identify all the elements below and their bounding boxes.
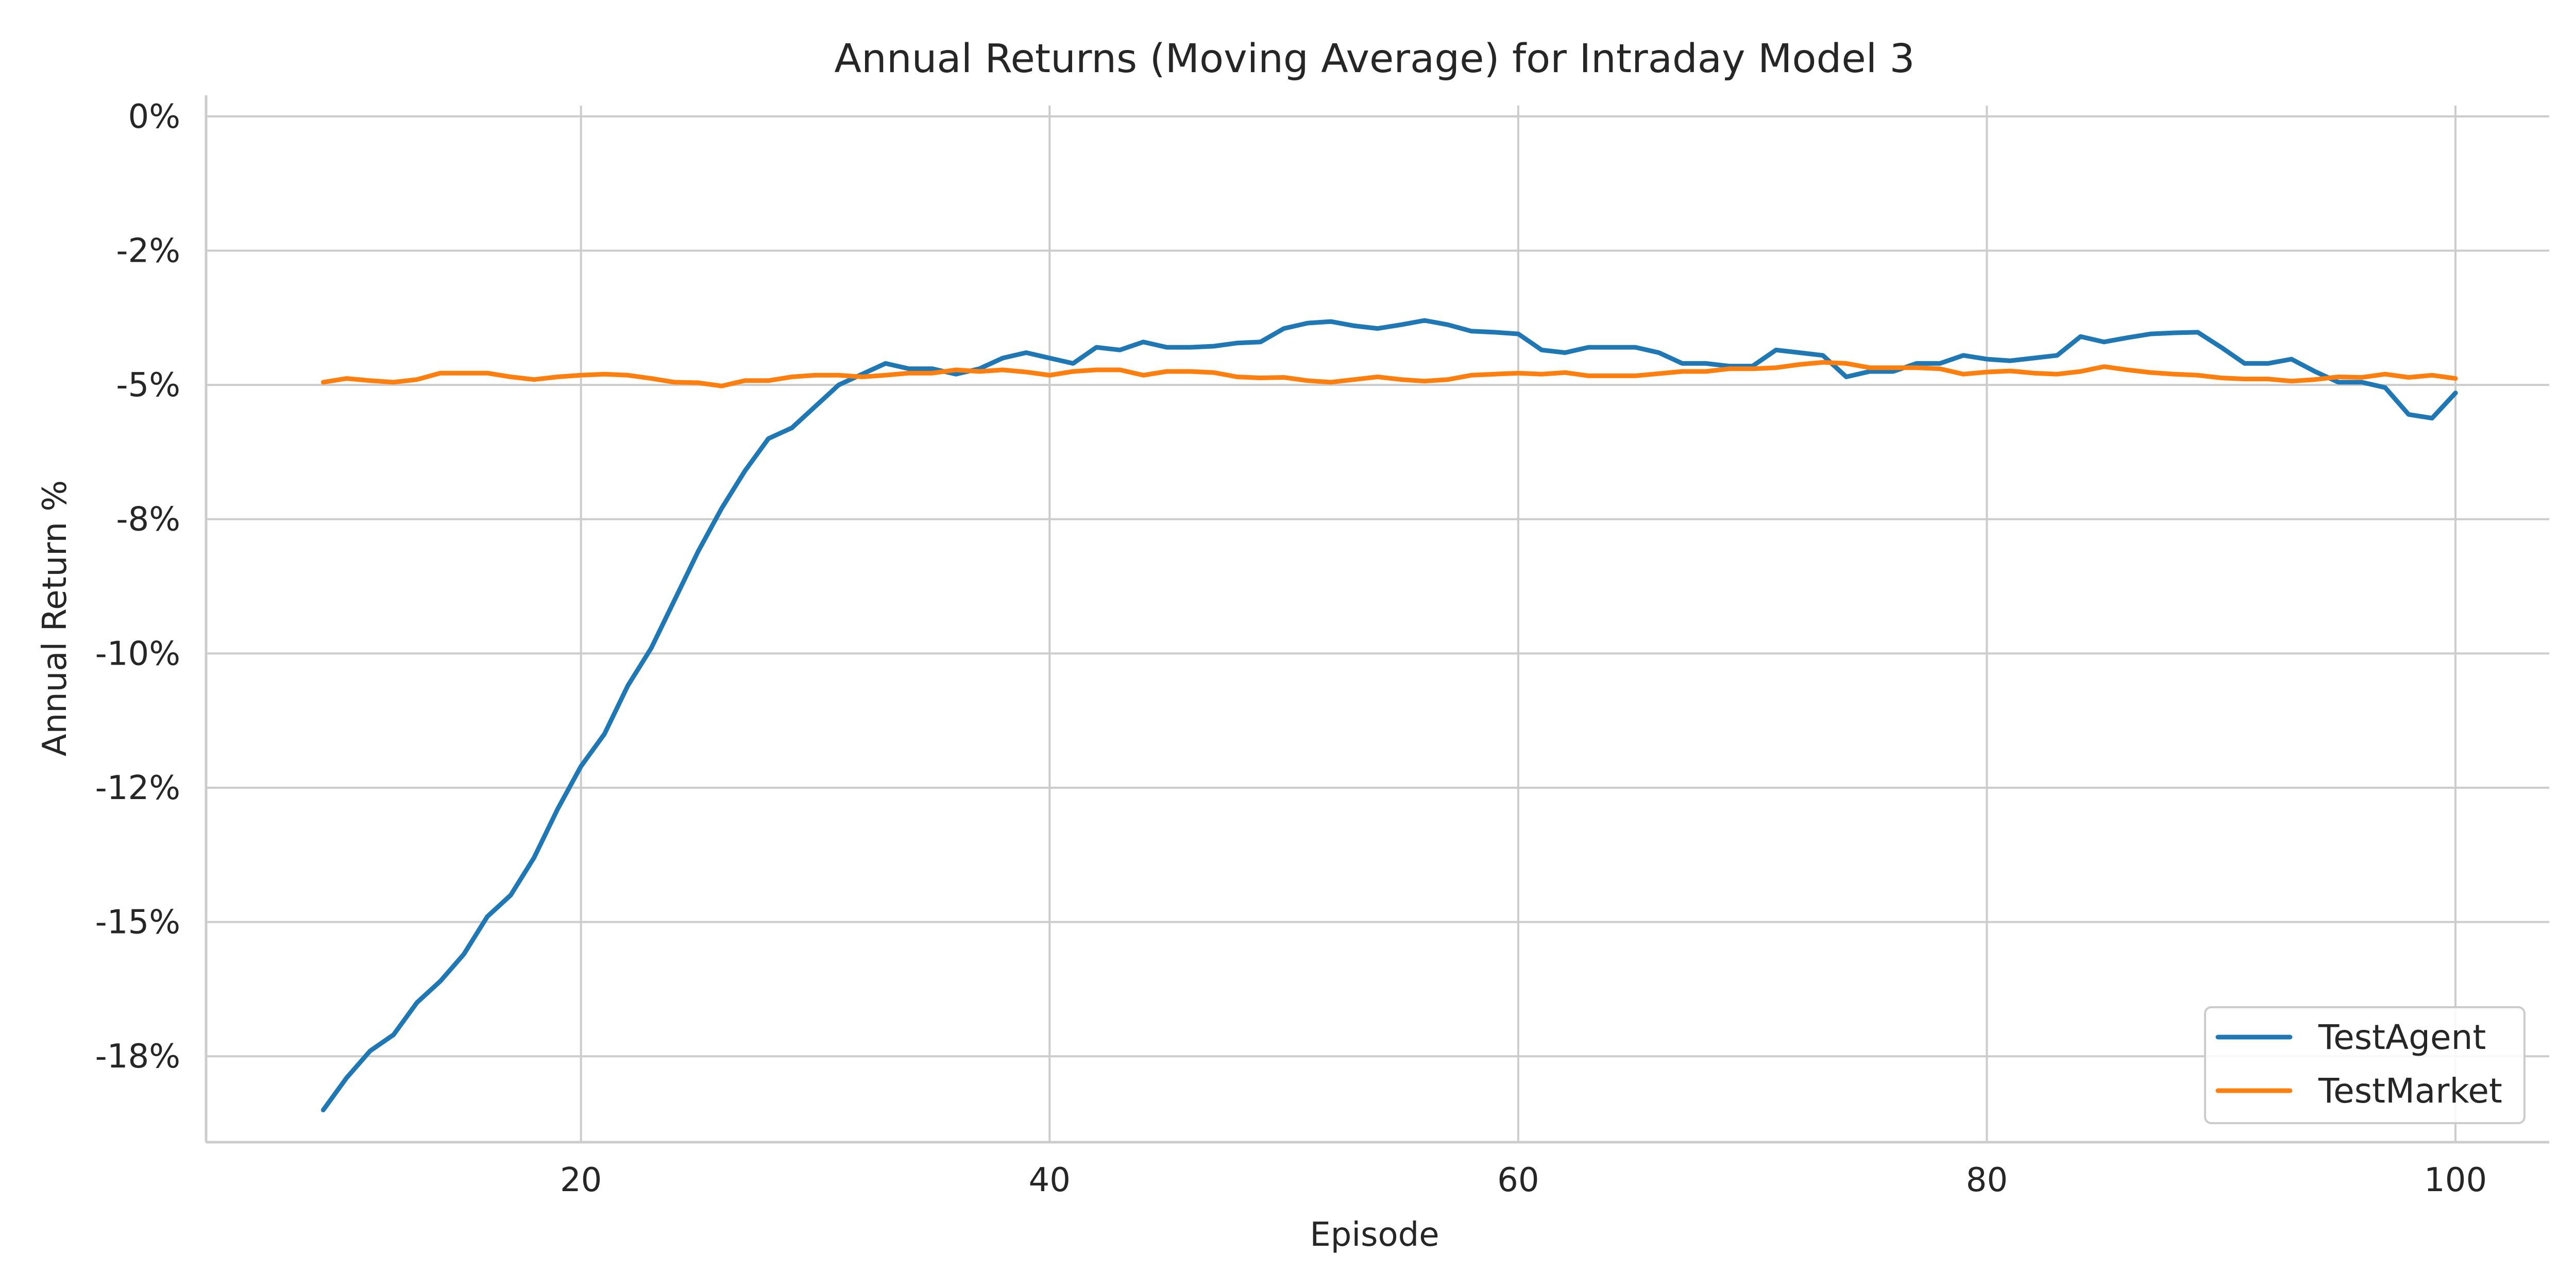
legend-label-testmarket: TestMarket <box>2318 1071 2502 1111</box>
y-tick-label: -18% <box>95 1038 180 1076</box>
tick-labels: 0% -2% -5% -8% -10% -12% -15% -18% 20 40 60 80 100 <box>95 98 2487 1199</box>
y-tick-label: -5% <box>116 366 180 404</box>
legend-label-testagent: TestAgent <box>2318 1018 2486 1057</box>
series-line-testagent <box>320 318 2458 1112</box>
y-axis-label: Annual Return % <box>36 480 74 756</box>
x-tick-label: 40 <box>1029 1161 1071 1199</box>
y-tick-label: 0% <box>128 98 180 136</box>
x-tick-label: 60 <box>1497 1161 1539 1199</box>
series-layer <box>320 318 2458 1112</box>
y-tick-label: -12% <box>95 769 180 807</box>
legend: TestAgent TestMarket <box>2204 1006 2526 1124</box>
axis-spines <box>205 95 2549 1144</box>
x-tick-label: 80 <box>1966 1161 2008 1199</box>
series-line-testmarket <box>320 360 2458 388</box>
y-tick-label: -8% <box>116 501 180 539</box>
x-tick-label: 20 <box>560 1161 602 1199</box>
y-tick-label: -2% <box>116 232 180 270</box>
grid-layer <box>206 106 2549 1142</box>
y-tick-label: -15% <box>95 904 180 942</box>
x-axis-label: Episode <box>1310 1216 1439 1254</box>
y-tick-label: -10% <box>95 635 180 673</box>
chart-title: Annual Returns (Moving Average) for Intr… <box>834 36 1914 82</box>
x-tick-label: 100 <box>2424 1161 2487 1199</box>
